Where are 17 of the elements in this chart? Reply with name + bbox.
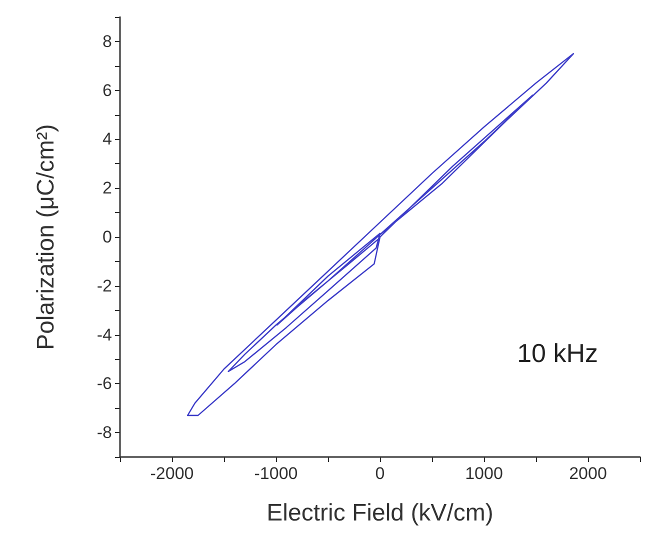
x-tick-label: 2000 — [569, 464, 607, 483]
y-tick-label: 8 — [102, 32, 112, 51]
y-tick-label: 0 — [102, 228, 112, 246]
y-tick-label: -2 — [96, 276, 112, 296]
y-tick-label: 6 — [102, 80, 112, 100]
y-tick-label: -8 — [96, 423, 112, 442]
x-axis-title: Electric Field (kV/cm) — [266, 500, 494, 526]
x-tick-label: -1000 — [254, 464, 298, 483]
y-tick-label: 2 — [102, 178, 112, 198]
y-tick-label: -6 — [96, 374, 112, 394]
y-tick-label: -4 — [96, 325, 112, 344]
x-tick-label: -2000 — [150, 464, 194, 483]
x-tick-label: 1000 — [465, 464, 503, 483]
y-tick-label: 4 — [102, 130, 112, 149]
y-axis-title: Polarization (μC/cm²) — [32, 124, 60, 350]
x-tick-label: 0 — [375, 464, 385, 483]
annotation: 10 kHz — [517, 338, 598, 368]
